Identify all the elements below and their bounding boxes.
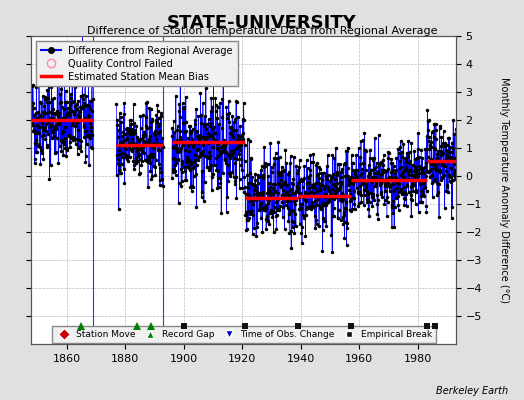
Text: Difference of Station Temperature Data from Regional Average: Difference of Station Temperature Data f…	[87, 26, 437, 36]
Text: STATE-UNIVERSITY: STATE-UNIVERSITY	[167, 14, 357, 32]
Text: Berkeley Earth: Berkeley Earth	[436, 386, 508, 396]
Y-axis label: Monthly Temperature Anomaly Difference (°C): Monthly Temperature Anomaly Difference (…	[499, 77, 509, 303]
Legend: Station Move, Record Gap, Time of Obs. Change, Empirical Break: Station Move, Record Gap, Time of Obs. C…	[52, 326, 435, 342]
